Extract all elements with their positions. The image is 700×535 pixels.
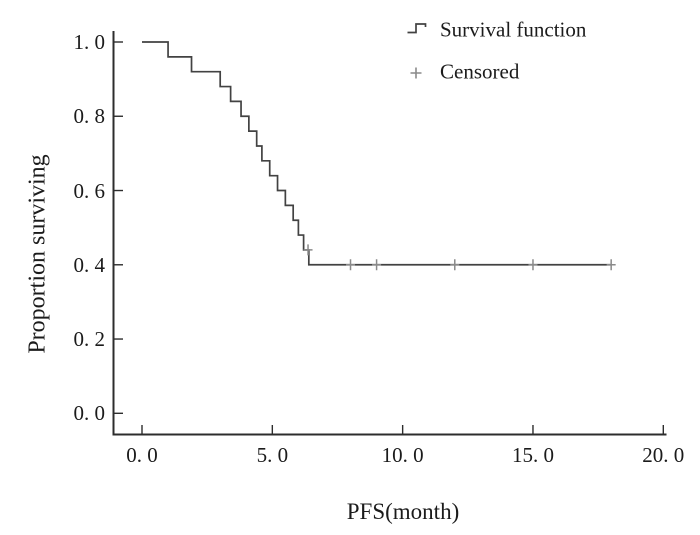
censored-legend-plus-icon — [410, 67, 422, 79]
x-tick-label: 20. 0 — [642, 443, 685, 467]
survival-curve-path — [142, 41, 612, 266]
y-tick-label: 1. 0 — [73, 30, 106, 54]
legend-label-survival-function: Survival function — [440, 17, 587, 42]
survival-function-legend-step-icon — [407, 23, 427, 34]
censored-mark — [346, 259, 356, 271]
x-tick-label: 5. 0 — [256, 443, 289, 467]
censored-mark — [606, 259, 616, 271]
legend-label-censored: Censored — [440, 59, 520, 84]
y-tick-label: 0. 0 — [73, 401, 106, 426]
y-tick-label: 0. 4 — [73, 252, 106, 277]
x-tick-label: 0. 0 — [126, 443, 158, 467]
y-tick-label: 0. 2 — [73, 327, 106, 352]
y-tick-label: 0. 8 — [73, 104, 106, 129]
censored-mark — [372, 259, 382, 271]
censored-mark — [450, 259, 460, 271]
y-tick-label: 0. 6 — [73, 178, 106, 203]
x-tick-label: 10. 0 — [381, 443, 424, 467]
censored-mark — [303, 244, 313, 256]
x-tick-label: 15. 0 — [511, 443, 554, 467]
x-axis-title: PFS(month) — [346, 499, 460, 524]
censored-mark — [528, 259, 538, 271]
